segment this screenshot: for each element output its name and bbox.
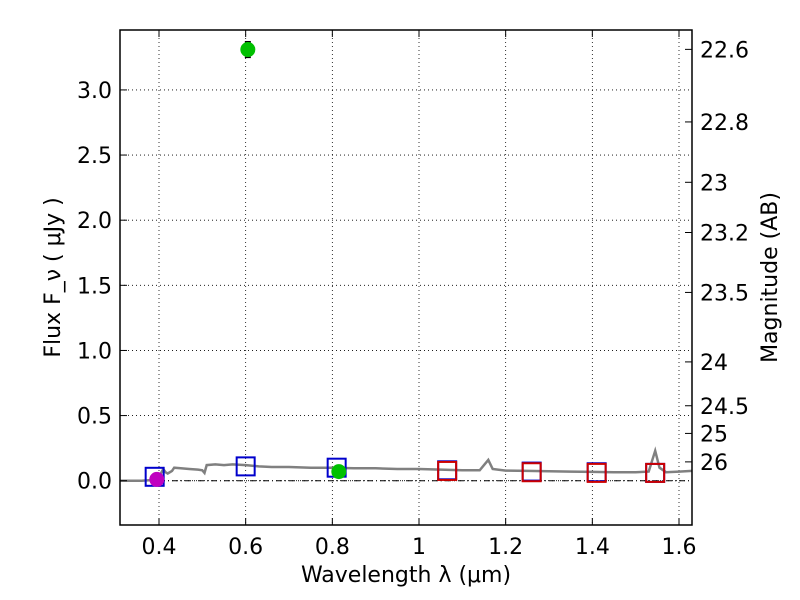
nir-fluxes-marker [521,462,542,483]
x-tick-label: 0.6 [228,535,263,560]
right-axis-label: Magnitude (AB) [758,192,783,363]
x-tick-label: 1.4 [575,535,610,560]
x-axis-label: Wavelength λ (μm) [301,563,511,588]
nir-fluxes-marker [586,462,607,483]
mag-tick-label: 24.5 [700,395,749,420]
x-tick-label: 1.6 [662,535,697,560]
mag-tick-label: 23 [700,171,728,196]
tick-labels: 0.4 0.6 0.8 1 1.2 1.4 1.6 0.0 0.5 1.0 1.5 2.0 2.5 3.0… [77,38,749,560]
mag-tick-label: 24 [700,351,728,376]
x-tick-label: 0.8 [315,535,350,560]
tick-marks [120,30,692,525]
series-layer [120,40,693,487]
plot-frame [119,29,693,526]
y-tick-label: 0.0 [77,470,112,495]
model-sed-line [120,446,693,482]
nir-fluxes-marker [437,460,458,481]
mag-tick-label: 23.5 [700,281,749,306]
mag-tick-label: 23.2 [700,221,749,246]
mag-tick-label: 25 [700,422,728,447]
grid [120,30,692,525]
y-tick-label: 1.0 [77,339,112,364]
y-axis-label: Flux F_ν ( μJy ) [41,197,66,357]
model-band-fluxes-marker [645,462,666,483]
model-band-fluxes-marker [235,456,256,477]
mag-tick-label: 22.8 [700,111,749,136]
nir-fluxes-marker [645,462,666,483]
mag-tick-label: 26 [700,451,728,476]
y-tick-label: 2.0 [77,209,112,234]
green-detections-point [331,464,347,480]
y-tick-label: 1.5 [77,274,112,299]
x-tick-label: 0.4 [142,535,177,560]
x-tick-label: 1 [412,535,426,560]
green-detections-point [240,42,256,58]
y-tick-label: 3.0 [77,79,112,104]
y-tick-label: 0.5 [77,405,112,430]
magenta-detection-point [149,471,165,487]
mag-tick-label: 22.6 [700,38,749,63]
y-tick-label: 2.5 [77,144,112,169]
x-tick-label: 1.2 [488,535,523,560]
